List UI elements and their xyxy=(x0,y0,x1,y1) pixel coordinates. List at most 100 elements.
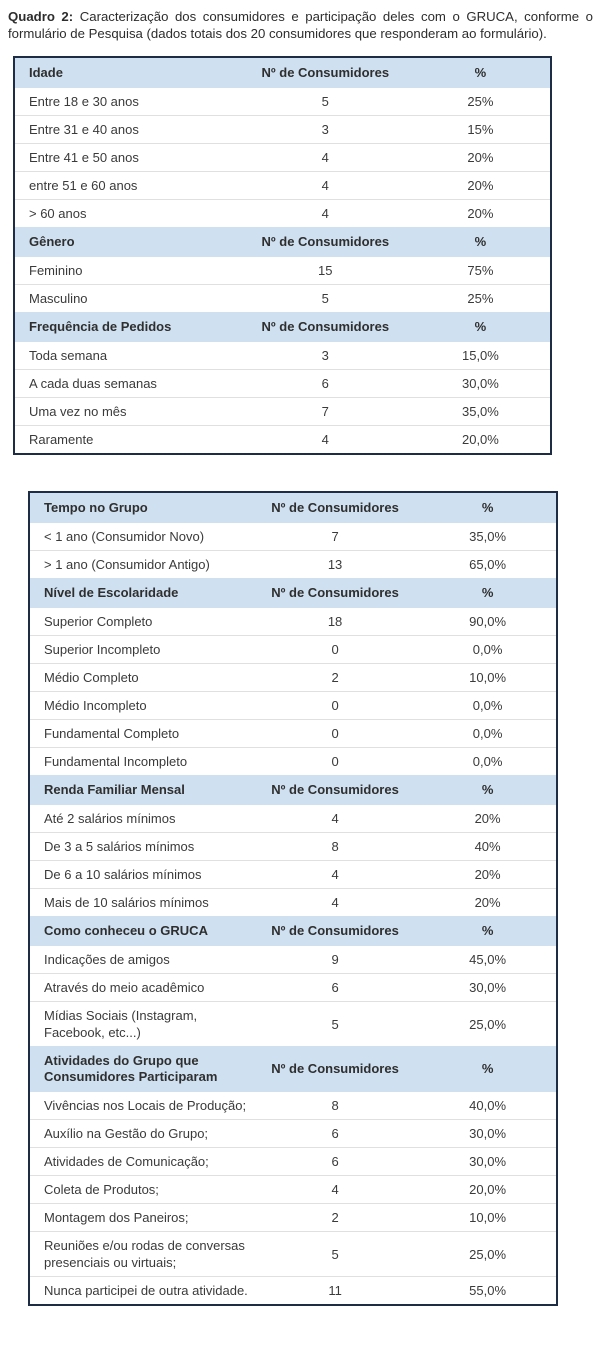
column-header-percent: % xyxy=(481,923,494,938)
column-header-percent: % xyxy=(481,1061,494,1076)
row-label: Médio Incompleto xyxy=(44,698,147,713)
row-percent: 25,0% xyxy=(469,1016,507,1032)
table-caption: Quadro 2: Caracterização dos consumidore… xyxy=(8,8,593,42)
row-count: 6 xyxy=(321,376,329,391)
table-row: Até 2 salários mínimos 4 20% xyxy=(30,805,556,832)
row-percent: 20% xyxy=(467,178,494,193)
table-row: De 6 a 10 salários mínimos 4 20% xyxy=(30,860,556,888)
row-label: Uma vez no mês xyxy=(29,404,127,419)
row-label: Vivências nos Locais de Produção; xyxy=(44,1098,247,1113)
row-label: Atividades de Comunicação; xyxy=(44,1154,209,1169)
row-label: Entre 41 e 50 anos xyxy=(29,150,139,165)
table-row: Reuniões e/ou rodas de conversas presenc… xyxy=(30,1231,556,1276)
row-label: Reuniões e/ou rodas de conversas presenc… xyxy=(44,1238,245,1270)
row-label: Superior Completo xyxy=(44,614,153,629)
row-percent: 55,0% xyxy=(469,1283,507,1298)
row-count: 3 xyxy=(321,348,329,363)
row-percent: 30,0% xyxy=(469,1154,507,1169)
row-percent: 25,0% xyxy=(469,1246,507,1262)
row-label: De 3 a 5 salários mínimos xyxy=(44,839,195,854)
row-label: Mais de 10 salários mínimos xyxy=(44,895,209,910)
row-count: 5 xyxy=(321,291,329,306)
row-percent: 25% xyxy=(467,94,494,109)
row-label: < 1 ano (Consumidor Novo) xyxy=(44,529,205,544)
row-percent: 35,0% xyxy=(469,529,507,544)
caption-label: Quadro 2: xyxy=(8,9,74,24)
row-label: Masculino xyxy=(29,291,88,306)
section-title: Como conheceu o GRUCA xyxy=(44,923,208,938)
table-row: Médio Incompleto 0 0,0% xyxy=(30,691,556,719)
row-label: Nunca participei de outra atividade. xyxy=(44,1283,248,1298)
row-count: 0 xyxy=(331,754,339,769)
column-header-percent: % xyxy=(474,65,487,80)
section-title: Tempo no Grupo xyxy=(44,500,148,515)
row-count: 8 xyxy=(331,839,339,854)
row-percent: 20,0% xyxy=(461,432,499,447)
row-label: > 1 ano (Consumidor Antigo) xyxy=(44,557,210,572)
table-row: Auxílio na Gestão do Grupo; 6 30,0% xyxy=(30,1119,556,1147)
row-label: Através do meio acadêmico xyxy=(44,980,205,995)
row-percent: 20% xyxy=(474,811,501,826)
row-label: Auxílio na Gestão do Grupo; xyxy=(44,1126,209,1141)
row-percent: 25% xyxy=(467,291,494,306)
column-header-consumers: Nº de Consumidores xyxy=(271,782,399,797)
table-row: Entre 18 e 30 anos 5 25% xyxy=(15,88,550,115)
row-label: Montagem dos Paneiros; xyxy=(44,1210,189,1225)
row-percent: 45,0% xyxy=(469,952,507,967)
row-label: Toda semana xyxy=(29,348,108,363)
row-count: 0 xyxy=(331,726,339,741)
column-header-percent: % xyxy=(474,319,487,334)
table-row: Mídias Sociais (Instagram, Facebook, etc… xyxy=(30,1001,556,1046)
table-2: Tempo no Grupo Nº de Consumidores % < 1 … xyxy=(28,491,558,1306)
row-count: 4 xyxy=(331,895,339,910)
section-header-row: Como conheceu o GRUCA Nº de Consumidores… xyxy=(30,916,556,946)
caption-text: Caracterização dos consumidores e partic… xyxy=(8,9,593,41)
row-percent: 10,0% xyxy=(469,1210,507,1225)
table-row: Através do meio acadêmico 6 30,0% xyxy=(30,973,556,1001)
table-row: De 3 a 5 salários mínimos 8 40% xyxy=(30,832,556,860)
column-header-percent: % xyxy=(481,782,494,797)
row-label: Indicações de amigos xyxy=(44,952,170,967)
column-header-percent: % xyxy=(481,585,494,600)
row-label: De 6 a 10 salários mínimos xyxy=(44,867,202,882)
row-percent: 10,0% xyxy=(469,670,507,685)
row-count: 5 xyxy=(331,1246,339,1262)
table-row: Atividades de Comunicação; 6 30,0% xyxy=(30,1147,556,1175)
table-1: Idade Nº de Consumidores % Entre 18 e 30… xyxy=(13,56,552,455)
row-count: 4 xyxy=(331,867,339,882)
row-count: 0 xyxy=(331,642,339,657)
table-row: Superior Completo 18 90,0% xyxy=(30,608,556,635)
row-count: 4 xyxy=(321,178,329,193)
row-count: 6 xyxy=(331,1154,339,1169)
column-header-consumers: Nº de Consumidores xyxy=(261,234,390,249)
table-row: Raramente 4 20,0% xyxy=(15,425,550,453)
row-percent: 15% xyxy=(467,122,494,137)
row-percent: 0,0% xyxy=(472,726,503,741)
row-count: 11 xyxy=(328,1283,342,1298)
row-count: 2 xyxy=(331,1210,339,1225)
row-label: Entre 31 e 40 anos xyxy=(29,122,139,137)
table-row: Coleta de Produtos; 4 20,0% xyxy=(30,1175,556,1203)
row-label: Mídias Sociais (Instagram, Facebook, etc… xyxy=(44,1008,198,1040)
row-label: Raramente xyxy=(29,432,94,447)
row-percent: 0,0% xyxy=(472,642,503,657)
row-count: 4 xyxy=(321,206,329,221)
table-row: Entre 41 e 50 anos 4 20% xyxy=(15,143,550,171)
table-row: Fundamental Completo 0 0,0% xyxy=(30,719,556,747)
table-row: > 1 ano (Consumidor Antigo) 13 65,0% xyxy=(30,550,556,578)
row-count: 4 xyxy=(331,811,339,826)
row-label: Feminino xyxy=(29,263,83,278)
row-percent: 30,0% xyxy=(461,376,499,391)
row-count: 4 xyxy=(331,1182,339,1197)
section-title: Renda Familiar Mensal xyxy=(44,782,185,797)
table-row: Masculino 5 25% xyxy=(15,284,550,312)
table-row: Entre 31 e 40 anos 3 15% xyxy=(15,115,550,143)
row-count: 5 xyxy=(321,94,329,109)
row-percent: 40,0% xyxy=(469,1098,507,1113)
row-percent: 40% xyxy=(474,839,501,854)
row-count: 13 xyxy=(327,557,343,572)
row-count: 5 xyxy=(331,1016,339,1032)
row-count: 6 xyxy=(331,980,339,995)
section-title: Idade xyxy=(29,65,63,80)
section-header-row: Nível de Escolaridade Nº de Consumidores… xyxy=(30,578,556,608)
